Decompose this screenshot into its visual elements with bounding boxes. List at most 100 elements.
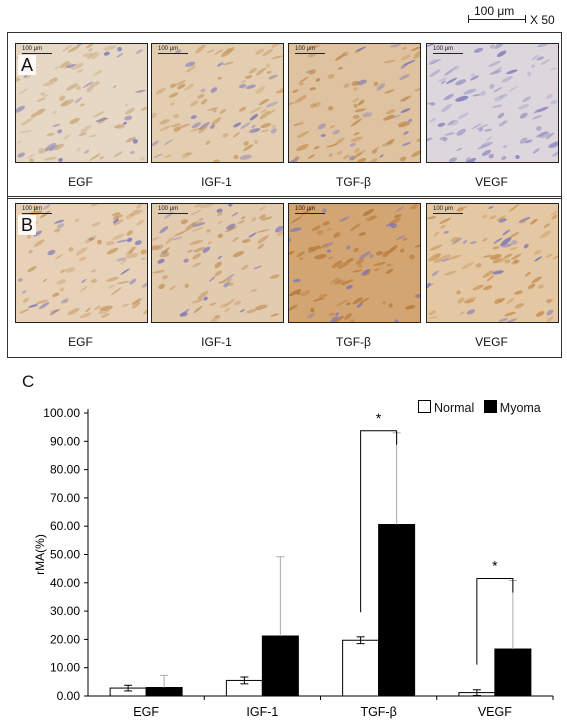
y-tick-label: 40.00 (50, 576, 80, 590)
micrograph-a-4: 100 μm (426, 43, 559, 163)
cell-nucleus (497, 112, 505, 119)
cell-nucleus (271, 55, 283, 60)
cell-nucleus (318, 294, 325, 299)
cell-nucleus (496, 215, 506, 221)
cell-nucleus (134, 240, 142, 246)
cell-nucleus (289, 227, 302, 232)
cell-nucleus (192, 262, 202, 268)
cell-nucleus (93, 305, 102, 311)
cell-nucleus (346, 245, 351, 250)
cell-nucleus (216, 62, 224, 67)
cell-nucleus (532, 148, 540, 154)
cell-nucleus (415, 294, 420, 299)
cell-nucleus (431, 270, 439, 277)
cell-nucleus (253, 139, 258, 145)
cell-nucleus (193, 305, 203, 314)
cell-nucleus (519, 137, 528, 144)
cell-nucleus (54, 219, 65, 224)
cell-nucleus (168, 92, 179, 98)
cell-nucleus (65, 267, 76, 273)
cell-nucleus (71, 62, 84, 70)
legend-item-myoma: Myoma (483, 400, 541, 415)
tile-scale-label: 100 μm (433, 46, 463, 54)
cell-nucleus (552, 253, 558, 260)
cell-nucleus (116, 257, 127, 262)
panel-letter-a: A (18, 55, 37, 75)
cell-nucleus (38, 147, 51, 155)
x-tick-label: VEGF (478, 705, 512, 719)
cell-nucleus (54, 65, 60, 70)
cell-nucleus (233, 154, 239, 160)
cell-nucleus (308, 246, 314, 250)
cell-nucleus (174, 230, 186, 237)
tile-label: IGF-1 (201, 335, 232, 349)
cell-nucleus (476, 124, 489, 130)
cell-nucleus (399, 156, 407, 162)
cell-nucleus (328, 256, 333, 260)
cell-nucleus (386, 109, 396, 115)
y-tick-label: 90.00 (50, 434, 80, 448)
cell-nucleus (129, 210, 143, 216)
cell-nucleus (480, 141, 494, 147)
cell-nucleus (141, 282, 147, 288)
cell-nucleus (106, 247, 119, 255)
cell-nucleus (136, 204, 142, 209)
cell-nucleus (335, 312, 340, 316)
cell-nucleus (239, 154, 252, 160)
cell-nucleus (241, 79, 246, 84)
y-tick-label: 10.00 (50, 661, 80, 675)
cell-nucleus (184, 283, 189, 288)
cell-nucleus (502, 145, 508, 149)
cell-nucleus (444, 132, 455, 136)
cell-nucleus (488, 60, 501, 67)
cell-nucleus (106, 276, 119, 282)
cell-nucleus (52, 292, 60, 297)
cell-nucleus (312, 297, 325, 302)
cell-nucleus (195, 44, 206, 54)
cell-nucleus (441, 254, 452, 259)
tile-label: TGF-β (336, 175, 371, 189)
cell-nucleus (482, 254, 493, 258)
micrograph-a-1: 100 μm (15, 43, 148, 163)
cell-nucleus (493, 67, 503, 73)
cell-nucleus (55, 254, 63, 260)
x-tick-label: IGF-1 (246, 705, 278, 719)
cell-nucleus (76, 69, 84, 73)
cell-nucleus (356, 46, 367, 52)
cell-nucleus (326, 249, 332, 253)
bar-myoma-2 (378, 524, 416, 697)
cell-nucleus (326, 143, 338, 148)
cell-nucleus (531, 115, 543, 120)
cell-nucleus (260, 123, 272, 128)
cell-nucleus (355, 258, 364, 265)
cell-nucleus (480, 90, 486, 96)
micrograph-b-3: 100 μm (288, 203, 421, 323)
cell-nucleus (292, 89, 299, 93)
cell-nucleus (514, 303, 525, 309)
cell-nucleus (369, 158, 378, 162)
cell-nucleus (449, 157, 457, 162)
cell-nucleus (185, 65, 197, 73)
cell-nucleus (546, 316, 554, 322)
cell-nucleus (69, 117, 80, 125)
cell-nucleus (329, 125, 335, 129)
cell-nucleus (56, 279, 67, 285)
cell-nucleus (214, 261, 222, 269)
cell-nucleus (451, 237, 462, 245)
cell-nucleus (90, 278, 98, 283)
cell-nucleus (88, 134, 97, 138)
cell-nucleus (499, 93, 508, 99)
cell-nucleus (331, 260, 343, 269)
cell-nucleus (198, 122, 210, 130)
cell-nucleus (76, 85, 81, 91)
cell-nucleus (427, 102, 434, 105)
cell-nucleus (492, 104, 503, 109)
cell-nucleus (180, 308, 190, 317)
cell-nucleus (26, 153, 36, 159)
cell-nucleus (28, 304, 38, 308)
cell-nucleus (257, 235, 269, 244)
cell-nucleus (249, 113, 258, 121)
cell-nucleus (152, 112, 157, 119)
cell-nucleus (320, 134, 326, 137)
cell-nucleus (52, 123, 61, 128)
